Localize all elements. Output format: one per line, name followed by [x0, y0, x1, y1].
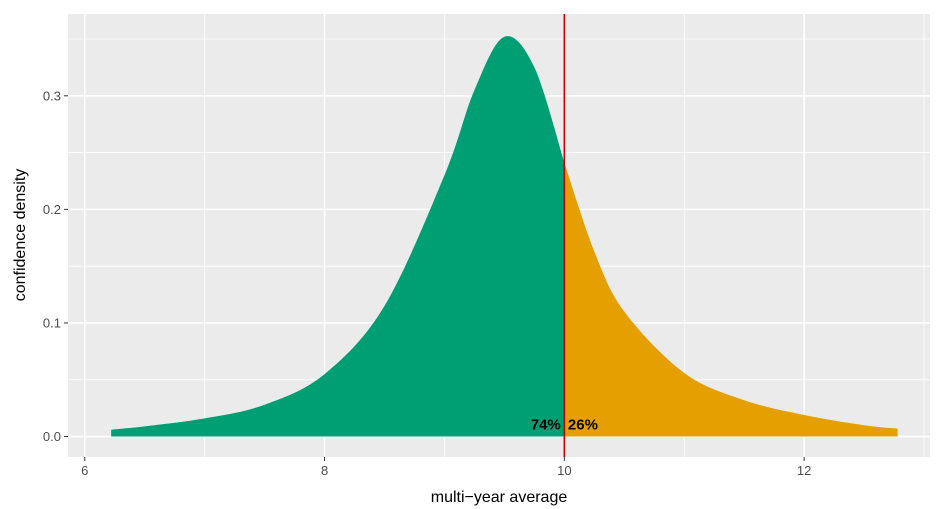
x-tick-label: 6 — [81, 463, 88, 478]
density-areas — [111, 36, 898, 437]
y-tick-label: 0.3 — [43, 88, 61, 103]
x-tick-label: 12 — [797, 463, 811, 478]
x-tick-label: 8 — [321, 463, 328, 478]
y-tick-label: 0.1 — [43, 315, 61, 330]
y-axis-title: confidence density — [12, 169, 29, 302]
x-axis: 6 8 10 12 — [81, 457, 811, 478]
density-area-above — [564, 162, 898, 437]
y-tick-label: 0.0 — [43, 429, 61, 444]
pct-label-below: 74% — [531, 417, 561, 434]
y-axis: 0.0 0.1 0.2 0.3 — [43, 88, 68, 444]
y-tick-label: 0.2 — [43, 202, 61, 217]
x-tick-label: 10 — [557, 463, 571, 478]
density-area-below — [111, 36, 565, 437]
pct-label-above: 26% — [568, 417, 598, 434]
x-axis-title: multi−year average — [431, 489, 568, 506]
annotations: 74% 26% — [531, 417, 598, 434]
